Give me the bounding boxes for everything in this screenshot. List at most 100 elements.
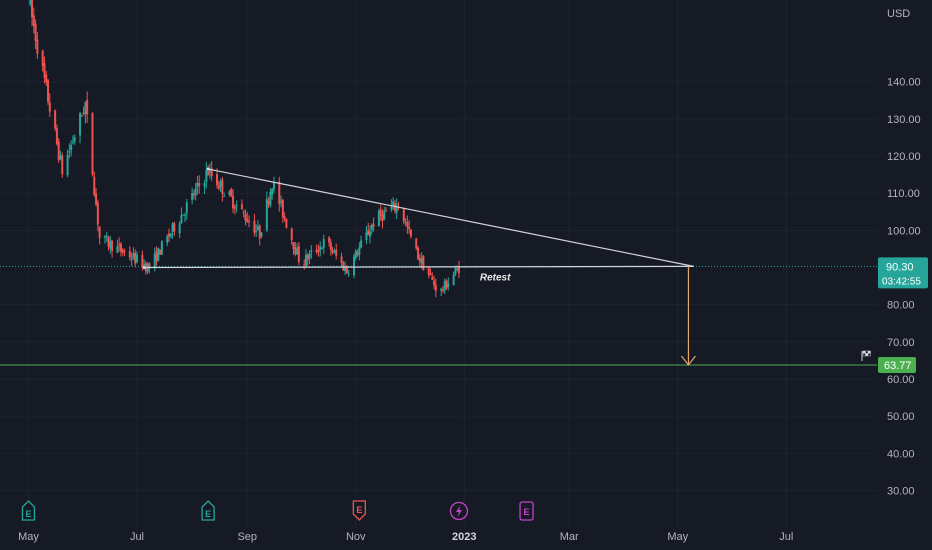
candle-body (445, 280, 448, 289)
candle (347, 270, 350, 278)
horizontal-support-trendline[interactable] (144, 265, 694, 269)
candle (98, 226, 101, 245)
candle-body (205, 170, 208, 182)
candle-body (68, 150, 71, 153)
candle-body (207, 171, 210, 175)
candle-body (80, 115, 83, 117)
candle-body (260, 232, 263, 237)
candle-body (230, 188, 233, 197)
candle (185, 198, 188, 220)
candle-body (119, 243, 122, 252)
candle-body (184, 214, 187, 216)
candle (180, 207, 183, 224)
candle (216, 168, 219, 189)
candle (79, 111, 82, 144)
candle (308, 250, 311, 265)
candle (141, 250, 144, 271)
candle-body (340, 256, 343, 263)
candle (281, 199, 284, 223)
price-tick-label: 110.00 (887, 188, 920, 200)
descending-resistance-trendline[interactable] (208, 168, 694, 267)
candle (54, 109, 57, 132)
candle-body (61, 155, 64, 175)
split-event-icon[interactable] (449, 501, 469, 521)
candle-body (267, 200, 270, 204)
candle-body (55, 128, 58, 144)
candle-body (271, 188, 274, 195)
candle-body (433, 280, 436, 286)
candle-body (354, 250, 357, 259)
currency-label: USD (887, 8, 910, 20)
candle-body (130, 259, 133, 261)
candle-body (217, 185, 220, 189)
candle (219, 178, 222, 193)
candle (59, 150, 62, 161)
projection-arrow-head[interactable] (680, 355, 696, 366)
candle (381, 209, 384, 229)
candle (242, 209, 245, 218)
candle (178, 221, 181, 239)
candle-body (408, 227, 411, 230)
earnings-negative-event-icon[interactable]: E (352, 500, 366, 521)
flag-icon[interactable] (861, 350, 871, 361)
candle-body (210, 168, 213, 177)
candle-body (429, 273, 432, 276)
candle (356, 249, 359, 257)
candle-body (365, 232, 368, 241)
candle-body (244, 214, 247, 221)
candle (71, 135, 74, 145)
time-tick-label: Jul (779, 531, 793, 543)
time-tick-label: Jul (130, 531, 144, 543)
candle (365, 225, 368, 245)
candle-body (157, 247, 160, 261)
candle-body (285, 218, 288, 228)
candle-body (404, 221, 407, 223)
candle-body (269, 192, 272, 206)
trendline-anchor[interactable] (142, 266, 146, 270)
candle (280, 195, 283, 208)
price-tick-label: 130.00 (887, 114, 921, 126)
candle (132, 247, 135, 260)
candle-body (329, 242, 332, 251)
candle (443, 278, 446, 295)
candle (232, 189, 235, 213)
candle (418, 253, 421, 267)
retest-annotation[interactable]: Retest (480, 273, 511, 284)
candle-body (123, 251, 126, 253)
dividend-event-icon[interactable]: E (519, 501, 534, 521)
earnings-negative-icon (352, 500, 366, 521)
candle (402, 207, 405, 225)
candle (135, 251, 138, 264)
candle (294, 241, 297, 257)
candle (80, 114, 83, 117)
candle-body (290, 228, 293, 241)
trendline-anchor[interactable] (206, 167, 210, 171)
candle (417, 245, 420, 261)
candle (160, 240, 163, 256)
candle (431, 272, 434, 281)
candle (420, 252, 423, 269)
candle (260, 231, 263, 239)
candle-body (310, 250, 313, 253)
earnings-event-icon[interactable]: E (201, 500, 215, 521)
candle (385, 206, 388, 212)
candle-body (109, 240, 112, 249)
candle-body (34, 23, 37, 42)
candle (228, 189, 231, 197)
candle (194, 182, 197, 201)
price-tick-label: 80.00 (887, 300, 915, 312)
time-tick-label: Mar (560, 531, 579, 543)
candle (372, 217, 375, 232)
time-tick-label: Nov (346, 531, 366, 543)
candle-body (427, 268, 430, 275)
candle (109, 235, 112, 254)
candle-body (96, 202, 99, 225)
candle-body (29, 0, 32, 4)
candle-body (319, 246, 322, 251)
candle (422, 254, 425, 271)
earnings-event-icon[interactable]: E (21, 500, 36, 521)
candle-body (103, 235, 106, 238)
candle-body (135, 254, 138, 263)
